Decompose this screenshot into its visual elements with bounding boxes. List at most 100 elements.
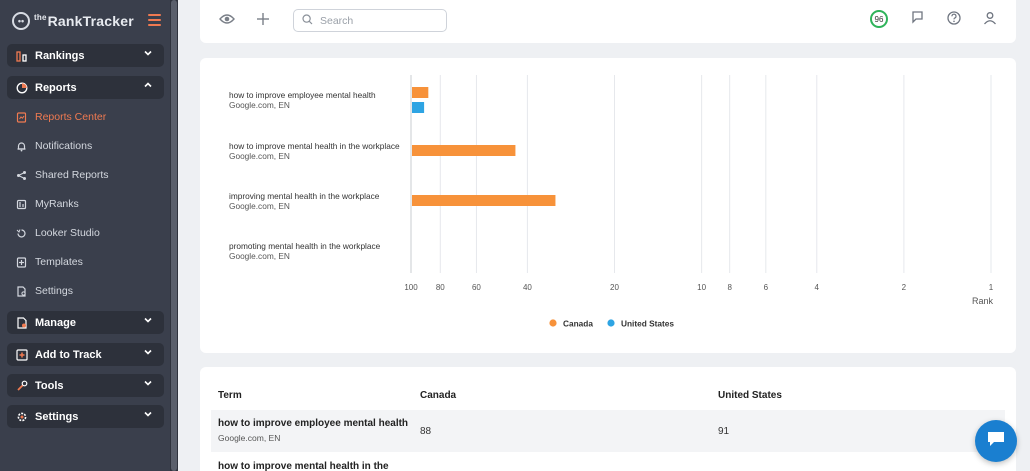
x-axis-label: Rank — [972, 296, 994, 306]
nav-group-label: Rankings — [35, 49, 85, 62]
top-bar: 96 — [200, 0, 1016, 43]
nav-group-manage[interactable]: Manage — [7, 311, 164, 334]
settings-gear-icon — [16, 411, 28, 423]
nav-group-rankings[interactable]: Rankings — [7, 44, 164, 67]
score-badge[interactable]: 96 — [870, 10, 888, 28]
hamburger-menu-icon[interactable] — [148, 14, 161, 26]
sidebar-item-label: Templates — [35, 256, 83, 268]
search-icon — [302, 12, 313, 30]
table-header-united-states[interactable]: United States — [718, 390, 782, 401]
table-header-term[interactable]: Term — [218, 390, 242, 401]
report-settings-icon — [16, 285, 27, 297]
bar-united-states — [412, 102, 425, 113]
nav-group-label: Reports — [35, 81, 77, 94]
logo-name: RankTracker — [47, 13, 134, 29]
app-logo[interactable]: •• theRankTracker — [12, 10, 134, 32]
legend-marker — [607, 319, 615, 327]
sidebar-item-label: MyRanks — [35, 198, 79, 210]
sidebar-item-label: Settings — [35, 285, 73, 297]
y-category-term: improving mental health in the workplace — [229, 191, 380, 201]
myranks-icon — [16, 199, 27, 210]
add-square-icon — [16, 348, 28, 361]
templates-icon — [16, 256, 27, 268]
chevron-down-icon — [143, 48, 153, 61]
sidebar-item-templates[interactable]: Templates — [16, 253, 83, 271]
help-icon[interactable] — [947, 11, 961, 30]
sidebar-item-notifications[interactable]: Notifications — [16, 137, 92, 155]
rank-table-card: Term Canada United States how to improve… — [200, 367, 1016, 471]
sidebar-item-label: Looker Studio — [35, 227, 100, 239]
nav-group-settings[interactable]: Settings — [7, 405, 164, 428]
rank-chart: 100 80 60 40 20 10 8 6 4 2 1 Rank how to improve emp… — [229, 75, 994, 329]
sidebar-scrollbar-thumb[interactable] — [171, 0, 177, 471]
search-input[interactable] — [320, 14, 430, 27]
nav-group-tools[interactable]: Tools — [7, 374, 164, 397]
search-box[interactable] — [293, 9, 447, 32]
y-category-term: promoting mental health in the workplace — [229, 241, 381, 251]
y-category-term: how to improve employee mental health — [229, 90, 376, 100]
y-category-term: how to improve mental health in the work… — [229, 141, 400, 151]
bar-canada — [412, 145, 516, 156]
chevron-down-icon — [143, 409, 153, 422]
flag-icon[interactable] — [911, 11, 924, 29]
x-tick-label: 6 — [764, 283, 769, 292]
looker-icon — [16, 228, 27, 239]
sidebar-item-label: Notifications — [35, 140, 93, 152]
x-tick-label: 60 — [472, 283, 481, 292]
y-category-engine: Google.com, EN — [229, 100, 290, 110]
table-cell-term: how to improve employee mental health — [218, 418, 409, 429]
bar-canada — [412, 195, 556, 206]
nav-group-label: Add to Track — [35, 348, 102, 361]
x-tick-label: 10 — [697, 283, 706, 292]
sidebar-item-myranks[interactable]: MyRanks — [16, 195, 79, 213]
y-category-engine: Google.com, EN — [229, 151, 290, 161]
nav-group-reports[interactable]: Reports — [7, 76, 164, 99]
rank-chart-card: 100 80 60 40 20 10 8 6 4 2 1 Rank how to improve emp… — [200, 58, 1016, 353]
x-tick-label: 2 — [902, 283, 907, 292]
sidebar-item-report-settings[interactable]: Settings — [16, 282, 73, 300]
logo-mark-icon: •• — [12, 12, 30, 30]
chat-button[interactable] — [975, 420, 1017, 462]
x-tick-label: 20 — [610, 283, 619, 292]
tools-icon — [16, 380, 28, 392]
logo-prefix: the — [34, 13, 47, 22]
share-icon — [16, 170, 27, 181]
legend-label: United States — [621, 319, 674, 329]
table-cell-united-states: 91 — [718, 426, 730, 437]
x-tick-label: 4 — [815, 283, 820, 292]
sidebar-item-label: Reports Center — [35, 111, 107, 123]
sidebar-item-looker-studio[interactable]: Looker Studio — [16, 224, 100, 242]
chevron-down-icon — [143, 315, 153, 328]
user-icon[interactable] — [983, 11, 997, 30]
nav-group-label: Tools — [35, 379, 64, 392]
x-tick-label: 100 — [404, 283, 418, 292]
table-row[interactable]: how to improve employee mental health Go… — [211, 410, 1005, 452]
x-tick-label: 40 — [523, 283, 532, 292]
nav-group-add-to-track[interactable]: Add to Track — [7, 343, 164, 366]
table-cell-term: how to improve mental health in the — [218, 461, 389, 471]
chevron-down-icon — [143, 347, 153, 360]
reports-pie-icon — [16, 82, 28, 94]
sidebar: •• theRankTracker Rankings Reports Repor… — [0, 0, 178, 471]
table-header-canada[interactable]: Canada — [420, 390, 457, 401]
sidebar-item-reports-center[interactable]: Reports Center — [16, 108, 106, 126]
manage-doc-icon — [16, 316, 28, 329]
sidebar-scrollbar[interactable] — [170, 0, 178, 471]
legend-marker — [549, 319, 557, 327]
table-cell-engine: Google.com, EN — [218, 433, 281, 443]
reports-center-icon — [16, 111, 27, 123]
x-tick-label: 80 — [436, 283, 445, 292]
x-tick-label: 8 — [727, 283, 732, 292]
sidebar-item-shared-reports[interactable]: Shared Reports — [16, 166, 109, 184]
eye-icon[interactable] — [219, 12, 235, 30]
y-category-engine: Google.com, EN — [229, 251, 290, 261]
sidebar-item-label: Shared Reports — [35, 169, 109, 181]
plus-icon[interactable] — [256, 9, 270, 30]
bar-canada — [412, 87, 429, 98]
chevron-up-icon — [143, 80, 153, 93]
chat-bubble-icon — [986, 430, 1006, 453]
nav-group-label: Settings — [35, 410, 79, 423]
chevron-down-icon — [143, 378, 153, 391]
y-category-engine: Google.com, EN — [229, 201, 290, 211]
legend-label: Canada — [563, 319, 593, 329]
